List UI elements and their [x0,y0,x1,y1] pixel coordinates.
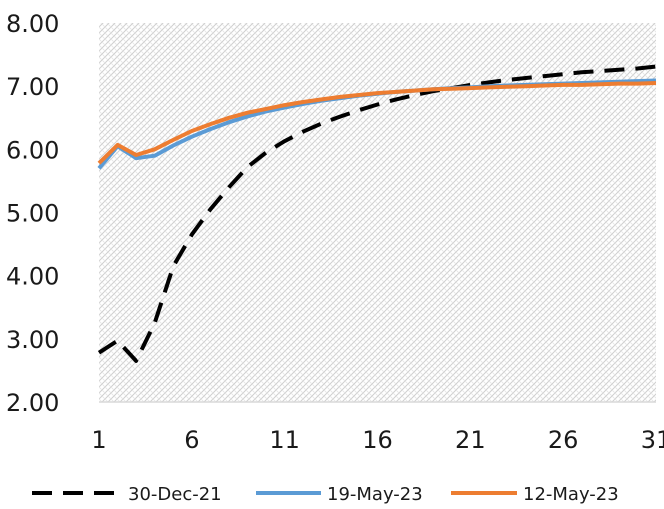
legend-label: 19-May-23 [327,484,423,505]
y-tick-label: 4.00 [6,263,59,291]
x-tick-label: 11 [269,426,300,454]
series-line-30-Dec-21 [97,64,657,363]
y-tick-label: 7.00 [6,73,59,101]
x-tick-label: 31 [641,426,664,454]
y-tick-label: 6.00 [6,136,59,164]
x-tick-label: 21 [455,426,486,454]
x-tick-label: 6 [184,426,199,454]
y-tick-label: 3.00 [6,326,59,354]
legend-label: 30-Dec-21 [128,484,222,505]
x-tick-label: 26 [548,426,579,454]
series-group [97,64,657,363]
x-tick-label: 1 [91,426,106,454]
legend: 30-Dec-21 19-May-23 12-May-23 [32,484,619,505]
y-tick-label: 2.00 [6,389,59,417]
plot-area [99,23,656,402]
series-line-12-May-23 [97,81,657,165]
y-axis: 2.00 3.00 4.00 5.00 6.00 7.00 8.00 [6,10,59,417]
x-axis: 1 6 11 16 21 26 31 [91,401,664,454]
x-tick-label: 16 [362,426,393,454]
legend-label: 12-May-23 [523,484,619,505]
y-tick-label: 5.00 [6,200,59,228]
y-tick-label: 8.00 [6,10,59,38]
